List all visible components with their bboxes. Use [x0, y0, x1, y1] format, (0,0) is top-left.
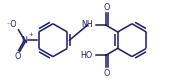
- Text: +: +: [28, 32, 32, 37]
- Text: O: O: [14, 52, 21, 61]
- Text: N: N: [22, 36, 27, 45]
- Text: HO: HO: [80, 51, 93, 60]
- Text: O: O: [103, 69, 110, 78]
- Text: O: O: [103, 3, 110, 12]
- Text: ⁻O: ⁻O: [7, 20, 18, 29]
- Text: NH: NH: [81, 21, 93, 29]
